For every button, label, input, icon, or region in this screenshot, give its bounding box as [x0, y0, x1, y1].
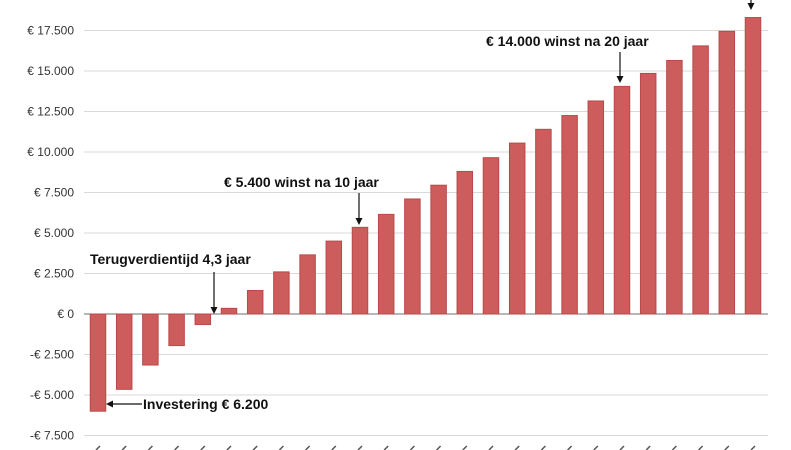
y-tick-label: -€ 7.500 [30, 429, 74, 443]
bar [168, 313, 185, 347]
bar [430, 184, 447, 315]
x-tick-mark [252, 445, 258, 450]
annotation-20-years: € 14.000 winst na 20 jaar [486, 33, 649, 83]
bar [299, 254, 316, 315]
annotation-payback-arrowhead [210, 307, 218, 314]
bar [613, 85, 631, 315]
y-tick-label: € 7.500 [34, 186, 74, 200]
annotation-top-arrow [747, 0, 755, 10]
bar [456, 170, 474, 315]
y-tick-label: € 10.000 [27, 145, 74, 159]
bar [404, 198, 421, 315]
y-tick-label: -€ 5.000 [30, 388, 74, 402]
x-tick-mark [698, 445, 704, 450]
x-tick-mark [200, 445, 206, 450]
x-tick-mark [750, 445, 756, 450]
x-tick-mark [619, 445, 625, 450]
bar [351, 226, 369, 315]
bar [115, 313, 133, 390]
bar [220, 307, 238, 315]
annotation-payback: Terugverdientijd 4,3 jaar [90, 251, 251, 314]
bar [508, 142, 526, 315]
x-tick-mark [409, 445, 415, 450]
x-tick-mark [357, 445, 363, 450]
x-tick-mark [645, 445, 651, 450]
bar [273, 271, 290, 315]
x-tick-mark [383, 445, 389, 450]
grid-lines [84, 30, 768, 436]
x-tick-mark [593, 445, 599, 450]
y-tick-label: € 5.000 [34, 226, 74, 240]
annotation-payback-label: Terugverdientijd 4,3 jaar [90, 251, 251, 267]
annotation-investment-arrowhead [106, 400, 113, 408]
y-tick-label: -€ 2.500 [30, 348, 74, 362]
x-tick-mark [540, 445, 546, 450]
x-tick-mark [174, 445, 180, 450]
x-tick-mark [724, 445, 730, 450]
annotation-20-years-label: € 14.000 winst na 20 jaar [486, 33, 649, 49]
bar [692, 45, 709, 315]
x-tick-mark [226, 445, 232, 450]
annotation-investment: Investering € 6.200 [106, 396, 269, 412]
x-tick-mark [462, 445, 468, 450]
bar [535, 128, 552, 315]
x-tick-mark [671, 445, 677, 450]
x-tick-mark [305, 445, 311, 450]
annotation-20-years-arrowhead [616, 76, 624, 83]
y-tick-label: € 15.000 [27, 64, 74, 78]
bar [194, 313, 212, 326]
bar [377, 213, 395, 315]
x-tick-mark [331, 445, 337, 450]
y-tick-label: € 0 [57, 307, 74, 321]
bar [561, 115, 578, 315]
x-tick-mark [95, 445, 101, 450]
bar [142, 313, 159, 366]
x-tick-mark [121, 445, 127, 450]
bars [89, 17, 762, 412]
y-tick-label: € 2.500 [34, 267, 74, 281]
bar [744, 17, 762, 315]
bar [666, 59, 683, 315]
x-tick-mark [147, 445, 153, 450]
bar [718, 30, 736, 315]
annotation-10-years-label: € 5.400 winst na 10 jaar [224, 174, 379, 190]
bar [246, 290, 264, 315]
annotation-10-years-arrowhead [355, 218, 363, 225]
bar [325, 240, 343, 315]
x-axis-ticks [95, 445, 756, 450]
x-tick-mark [514, 445, 520, 450]
y-tick-label: € 17.500 [27, 24, 74, 38]
annotation-top-arrowhead [747, 3, 755, 10]
annotations: Terugverdientijd 4,3 jaar € 5.400 winst … [90, 0, 755, 412]
annotation-investment-label: Investering € 6.200 [143, 396, 269, 412]
y-tick-label: € 12.500 [27, 105, 74, 119]
y-axis-tick-labels: -€ 7.500 -€ 5.000 -€ 2.500 € 0 € 2.500 € 5.00… [27, 24, 74, 443]
annotation-10-years: € 5.400 winst na 10 jaar [224, 174, 379, 225]
x-tick-mark [278, 445, 284, 450]
bar [587, 100, 605, 315]
x-tick-mark [567, 445, 573, 450]
bar [89, 313, 107, 412]
x-tick-mark [488, 445, 494, 450]
bar [482, 157, 500, 315]
bar [639, 72, 657, 315]
x-tick-mark [436, 445, 442, 450]
